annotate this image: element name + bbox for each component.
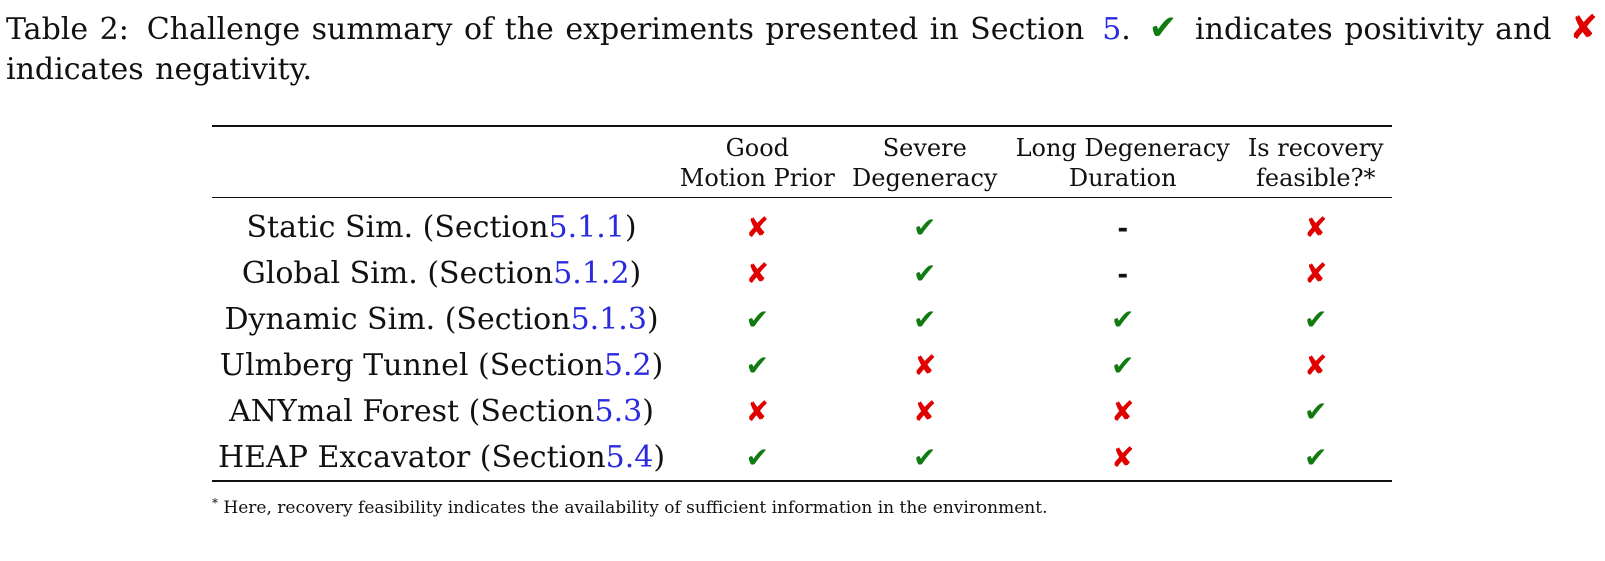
- cross-icon: ✘: [1304, 210, 1328, 244]
- caption-section-ref-wrap: 5.: [1102, 12, 1131, 47]
- check-icon: ✔: [1304, 440, 1328, 474]
- check-icon: ✔: [1304, 302, 1328, 336]
- footnote-text: Here, recovery feasibility indicates the…: [223, 498, 1048, 518]
- table-footnote: * Here, recovery feasibility indicates t…: [212, 492, 1047, 519]
- cell-recovery-feasible: ✔: [1239, 434, 1392, 481]
- cross-icon: ✘: [913, 394, 937, 428]
- row-label: Global Sim. (Section5.1.2): [241, 255, 642, 291]
- cell-recovery-feasible: ✘: [1239, 198, 1392, 251]
- challenge-summary-table: Good Motion Prior Severe Degeneracy Long…: [212, 125, 1392, 482]
- cell-long-degeneracy: ✘: [1006, 434, 1240, 481]
- footnote-marker: *: [212, 496, 218, 510]
- cross-icon: ✘: [913, 348, 937, 382]
- caption-line-2: indicates negativity.: [6, 52, 313, 87]
- check-icon: ✔: [745, 440, 770, 474]
- section-link[interactable]: 5.1.1: [548, 209, 625, 245]
- check-icon: ✔: [745, 348, 770, 382]
- header-recovery-feasible: Is recovery feasible?*: [1239, 126, 1392, 198]
- row-label: ANYmal Forest (Section5.3): [229, 393, 654, 429]
- cross-icon: ✘: [745, 210, 770, 244]
- cross-icon: ✘: [745, 256, 770, 290]
- dash-not-applicable: -: [1117, 259, 1129, 290]
- cell-motion-prior: ✘: [671, 198, 843, 251]
- cell-long-degeneracy: -: [1006, 198, 1240, 251]
- cell-long-degeneracy: ✔: [1006, 296, 1240, 342]
- check-icon: ✔: [913, 210, 937, 244]
- check-icon: ✔: [1110, 302, 1135, 336]
- check-icon: ✔: [1304, 394, 1328, 428]
- row-label: Dynamic Sim. (Section5.1.3): [224, 301, 659, 337]
- check-icon: ✔: [913, 440, 937, 474]
- check-icon: ✔: [913, 256, 937, 290]
- cross-icon: ✘: [1304, 256, 1328, 290]
- table-row: Dynamic Sim. (Section5.1.3) ✔ ✔ ✔ ✔: [212, 296, 1392, 342]
- cell-recovery-feasible: ✔: [1239, 296, 1392, 342]
- cross-icon: ✘: [1110, 440, 1135, 474]
- header-empty: [212, 126, 672, 198]
- check-icon: ✔: [1110, 348, 1135, 382]
- cell-long-degeneracy: ✔: [1006, 342, 1240, 388]
- check-icon: ✔: [745, 302, 770, 336]
- row-label: HEAP Excavator (Section5.4): [218, 439, 666, 475]
- cell-motion-prior: ✔: [671, 342, 843, 388]
- caption-line-1: Table 2: Challenge summary of the experi…: [6, 8, 1598, 50]
- check-icon: ✔: [913, 302, 937, 336]
- cell-recovery-feasible: ✔: [1239, 388, 1392, 434]
- cell-motion-prior: ✔: [671, 296, 843, 342]
- row-label: Ulmberg Tunnel (Section5.2): [219, 347, 664, 383]
- cell-motion-prior: ✔: [671, 434, 843, 481]
- cell-motion-prior: ✘: [671, 388, 843, 434]
- cross-icon: ✘: [1110, 394, 1135, 428]
- table-row: HEAP Excavator (Section5.4) ✔ ✔ ✘ ✔: [212, 434, 1392, 481]
- cell-long-degeneracy: ✘: [1006, 388, 1240, 434]
- cell-severe-degeneracy: ✔: [844, 296, 1006, 342]
- cross-icon: ✘: [1304, 348, 1328, 382]
- cell-severe-degeneracy: ✔: [844, 198, 1006, 251]
- caption-label: Table 2:: [6, 12, 129, 47]
- cross-icon: ✘: [1569, 8, 1598, 48]
- table-row: Ulmberg Tunnel (Section5.2) ✔ ✘ ✔ ✘: [212, 342, 1392, 388]
- cell-severe-degeneracy: ✘: [844, 388, 1006, 434]
- header-motion-prior: Good Motion Prior: [671, 126, 844, 198]
- section-link[interactable]: 5.1.3: [570, 301, 647, 337]
- caption-positive-text: indicates positivity and: [1195, 12, 1552, 47]
- cell-motion-prior: ✘: [671, 250, 843, 296]
- section-link[interactable]: 5.1.2: [553, 255, 630, 291]
- header-severe-degeneracy: Severe Degeneracy: [843, 126, 1006, 198]
- caption-section-link[interactable]: 5: [1102, 12, 1122, 47]
- cell-severe-degeneracy: ✔: [844, 434, 1006, 481]
- cell-recovery-feasible: ✘: [1239, 342, 1392, 388]
- check-icon: ✔: [1148, 8, 1178, 48]
- section-link[interactable]: 5.3: [594, 393, 643, 429]
- section-link[interactable]: 5.2: [603, 347, 652, 383]
- table-caption: Table 2: Challenge summary of the experi…: [6, 8, 1598, 90]
- cross-icon: ✘: [745, 394, 770, 428]
- header-row: Good Motion Prior Severe Degeneracy Long…: [212, 126, 1392, 198]
- table-row: Global Sim. (Section5.1.2) ✘ ✔ - ✘: [212, 250, 1392, 296]
- row-label: Static Sim. (Section5.1.1): [246, 209, 637, 245]
- cell-severe-degeneracy: ✘: [844, 342, 1006, 388]
- table-row: Static Sim. (Section5.1.1) ✘ ✔ - ✘: [212, 198, 1392, 251]
- caption-text: Challenge summary of the experiments pre…: [146, 12, 1085, 47]
- dash-not-applicable: -: [1117, 213, 1129, 244]
- cell-long-degeneracy: -: [1006, 250, 1240, 296]
- cell-severe-degeneracy: ✔: [844, 250, 1006, 296]
- cell-recovery-feasible: ✘: [1239, 250, 1392, 296]
- table-row: ANYmal Forest (Section5.3) ✘ ✘ ✘ ✔: [212, 388, 1392, 434]
- section-link[interactable]: 5.4: [605, 439, 654, 475]
- header-long-degeneracy: Long Degeneracy Duration: [1005, 126, 1240, 198]
